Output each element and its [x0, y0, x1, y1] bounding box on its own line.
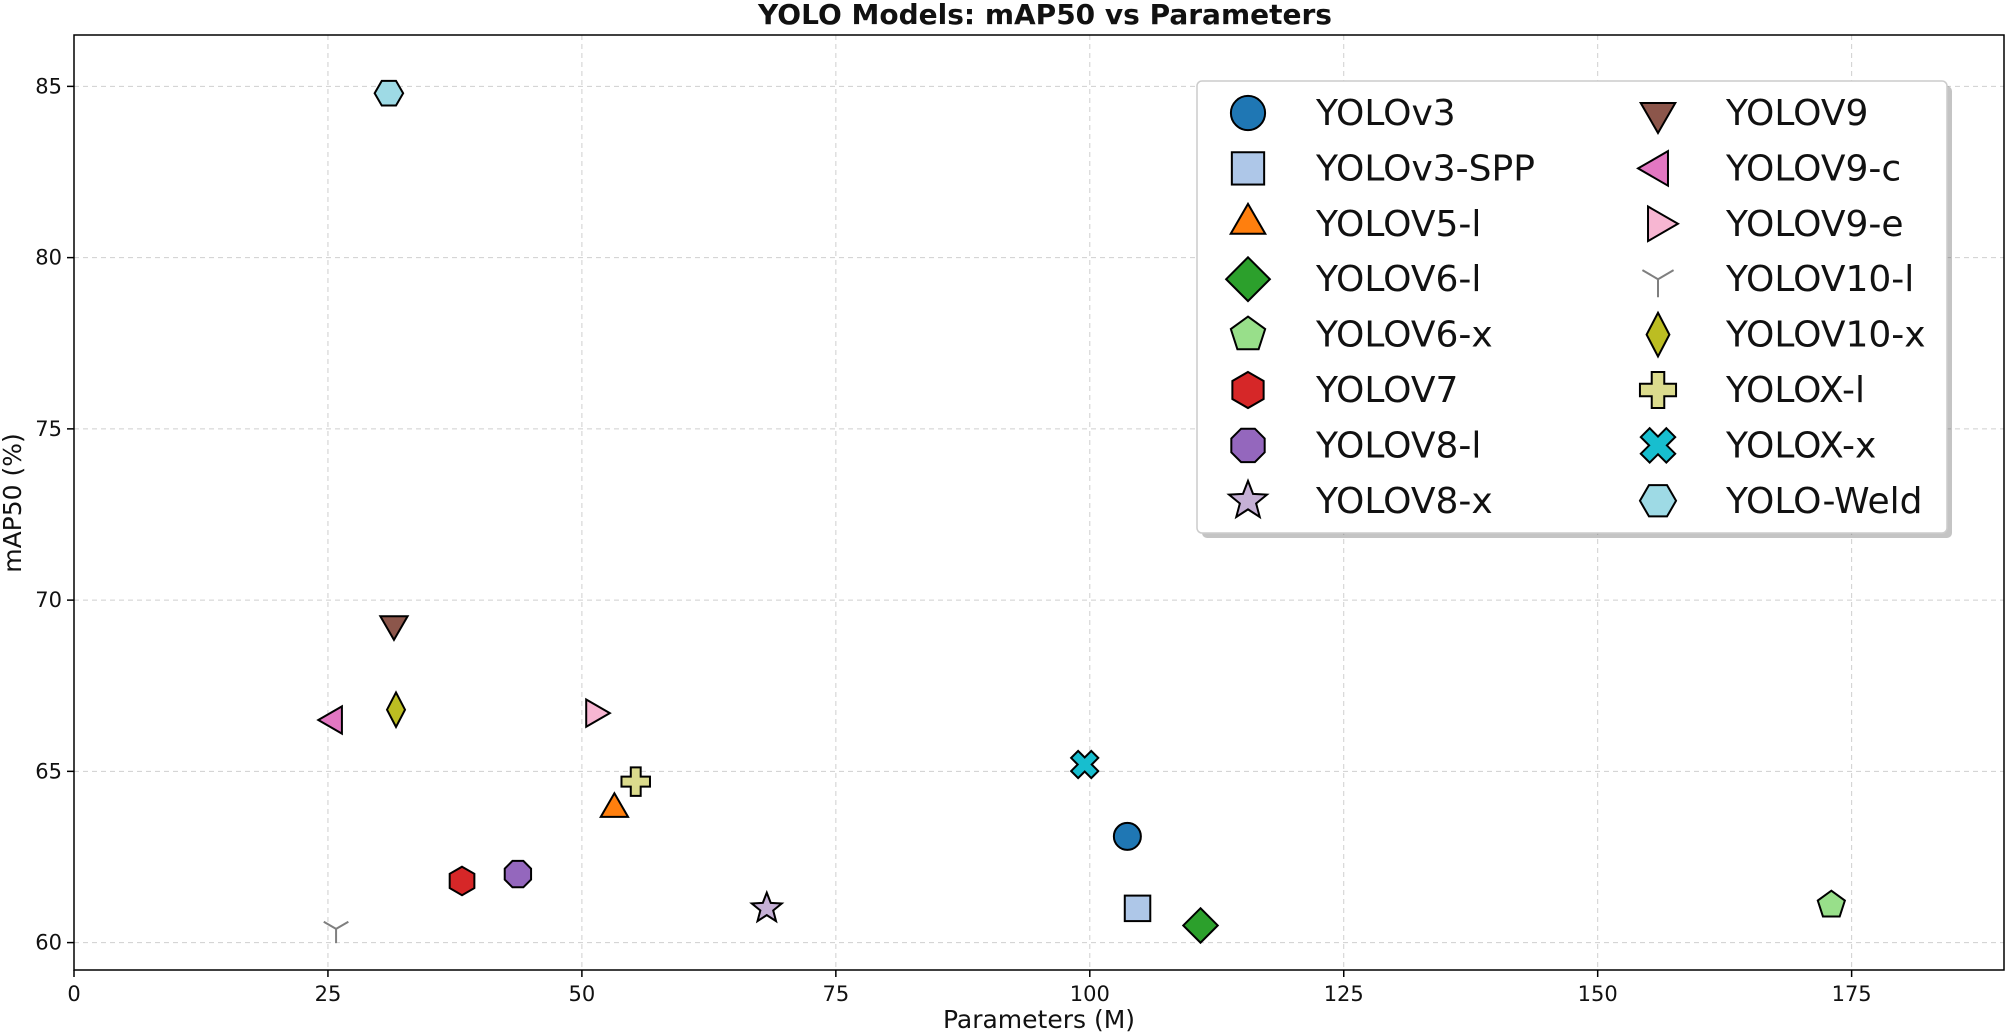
legend-label-8: YOLOV9: [1725, 93, 1868, 134]
legend-label-0: YOLOv3: [1315, 93, 1456, 134]
x-tick-label: 50: [569, 982, 596, 1006]
x-tick-label: 75: [822, 982, 849, 1006]
legend-label-6: YOLOV8-l: [1315, 425, 1481, 466]
legend-label-10: YOLOV9-e: [1725, 204, 1904, 245]
legend-label-13: YOLOX-l: [1725, 370, 1865, 411]
data-point-5: [448, 865, 476, 897]
chart-title: YOLO Models: mAP50 vs Parameters: [757, 0, 1332, 31]
data-points: [316, 79, 1847, 945]
x-axis-title: Parameters (M): [943, 1005, 1135, 1034]
data-point-11: [323, 920, 349, 944]
legend-marker-6: [1230, 427, 1266, 464]
y-tick-label: 65: [35, 759, 62, 783]
legend-marker-15: [1638, 484, 1678, 518]
data-point-4: [1816, 889, 1847, 918]
legend: YOLOv3 YOLOv3-SPP YOLOV5-l YOLOV6-l YOLOV6-x…: [1196, 80, 1952, 538]
data-point-7: [749, 889, 785, 924]
legend-marker-5: [1231, 370, 1265, 410]
data-point-9: [316, 704, 343, 736]
legend-label-12: YOLOV10-x: [1725, 315, 1926, 356]
legend-label-3: YOLOV6-l: [1315, 259, 1481, 300]
legend-marker-13: [1638, 370, 1678, 410]
legend-label-1: YOLOv3-SPP: [1315, 148, 1535, 189]
legend-marker-0: [1229, 94, 1267, 132]
legend-marker-8: [1638, 102, 1678, 135]
x-tick-label: 25: [315, 982, 342, 1006]
legend-marker-1: [1230, 151, 1266, 186]
legend-marker-2: [1228, 201, 1268, 235]
legend-label-14: YOLOX-x: [1725, 425, 1876, 466]
data-point-3: [1181, 906, 1220, 945]
y-tick-label: 60: [35, 931, 62, 955]
data-point-10: [585, 697, 612, 729]
data-point-15: [373, 79, 405, 107]
legend-marker-14: [1639, 426, 1677, 465]
y-tick-label: 85: [35, 74, 62, 98]
data-point-2: [599, 791, 630, 818]
legend-marker-3: [1224, 255, 1272, 303]
legend-marker-7: [1226, 478, 1270, 520]
data-point-14: [1069, 749, 1100, 780]
legend-marker-12: [1645, 310, 1671, 359]
legend-marker-9: [1636, 149, 1669, 188]
legend-label-9: YOLOV9-c: [1725, 148, 1901, 189]
data-point-12: [385, 690, 407, 730]
x-tick-label: 100: [1070, 982, 1110, 1006]
data-point-1: [1123, 894, 1152, 923]
x-tick-label: 125: [1324, 982, 1364, 1006]
data-point-13: [620, 766, 651, 797]
y-tick-label: 80: [35, 246, 62, 270]
data-point-0: [1112, 821, 1142, 851]
x-tick-label: 0: [67, 982, 80, 1006]
legend-label-11: YOLOV10-l: [1725, 259, 1914, 300]
data-point-6: [503, 859, 533, 889]
legend-label-7: YOLOV8-x: [1315, 481, 1493, 522]
x-tick-label: 150: [1578, 982, 1618, 1006]
y-tick-label: 75: [35, 417, 62, 441]
legend-marker-11: [1641, 269, 1675, 298]
legend-marker-10: [1647, 204, 1680, 243]
legend-label-4: YOLOV6-x: [1315, 315, 1493, 356]
x-tick-label: 175: [1832, 982, 1872, 1006]
y-axis: 60 65 70 75 80 85: [35, 74, 74, 955]
legend-label-15: YOLO-Weld: [1725, 481, 1923, 522]
x-axis: 0 25 50 75 100 125 150 175: [67, 970, 1872, 1006]
y-tick-label: 70: [35, 588, 62, 612]
y-axis-title: mAP50 (%): [0, 433, 27, 573]
legend-marker-4: [1229, 315, 1267, 351]
plot-area: [73, 34, 2005, 971]
data-point-8: [378, 615, 410, 642]
legend-label-2: YOLOV5-l: [1315, 204, 1481, 245]
legend-label-5: YOLOV7: [1315, 370, 1458, 411]
legend-box: [1196, 80, 1948, 534]
